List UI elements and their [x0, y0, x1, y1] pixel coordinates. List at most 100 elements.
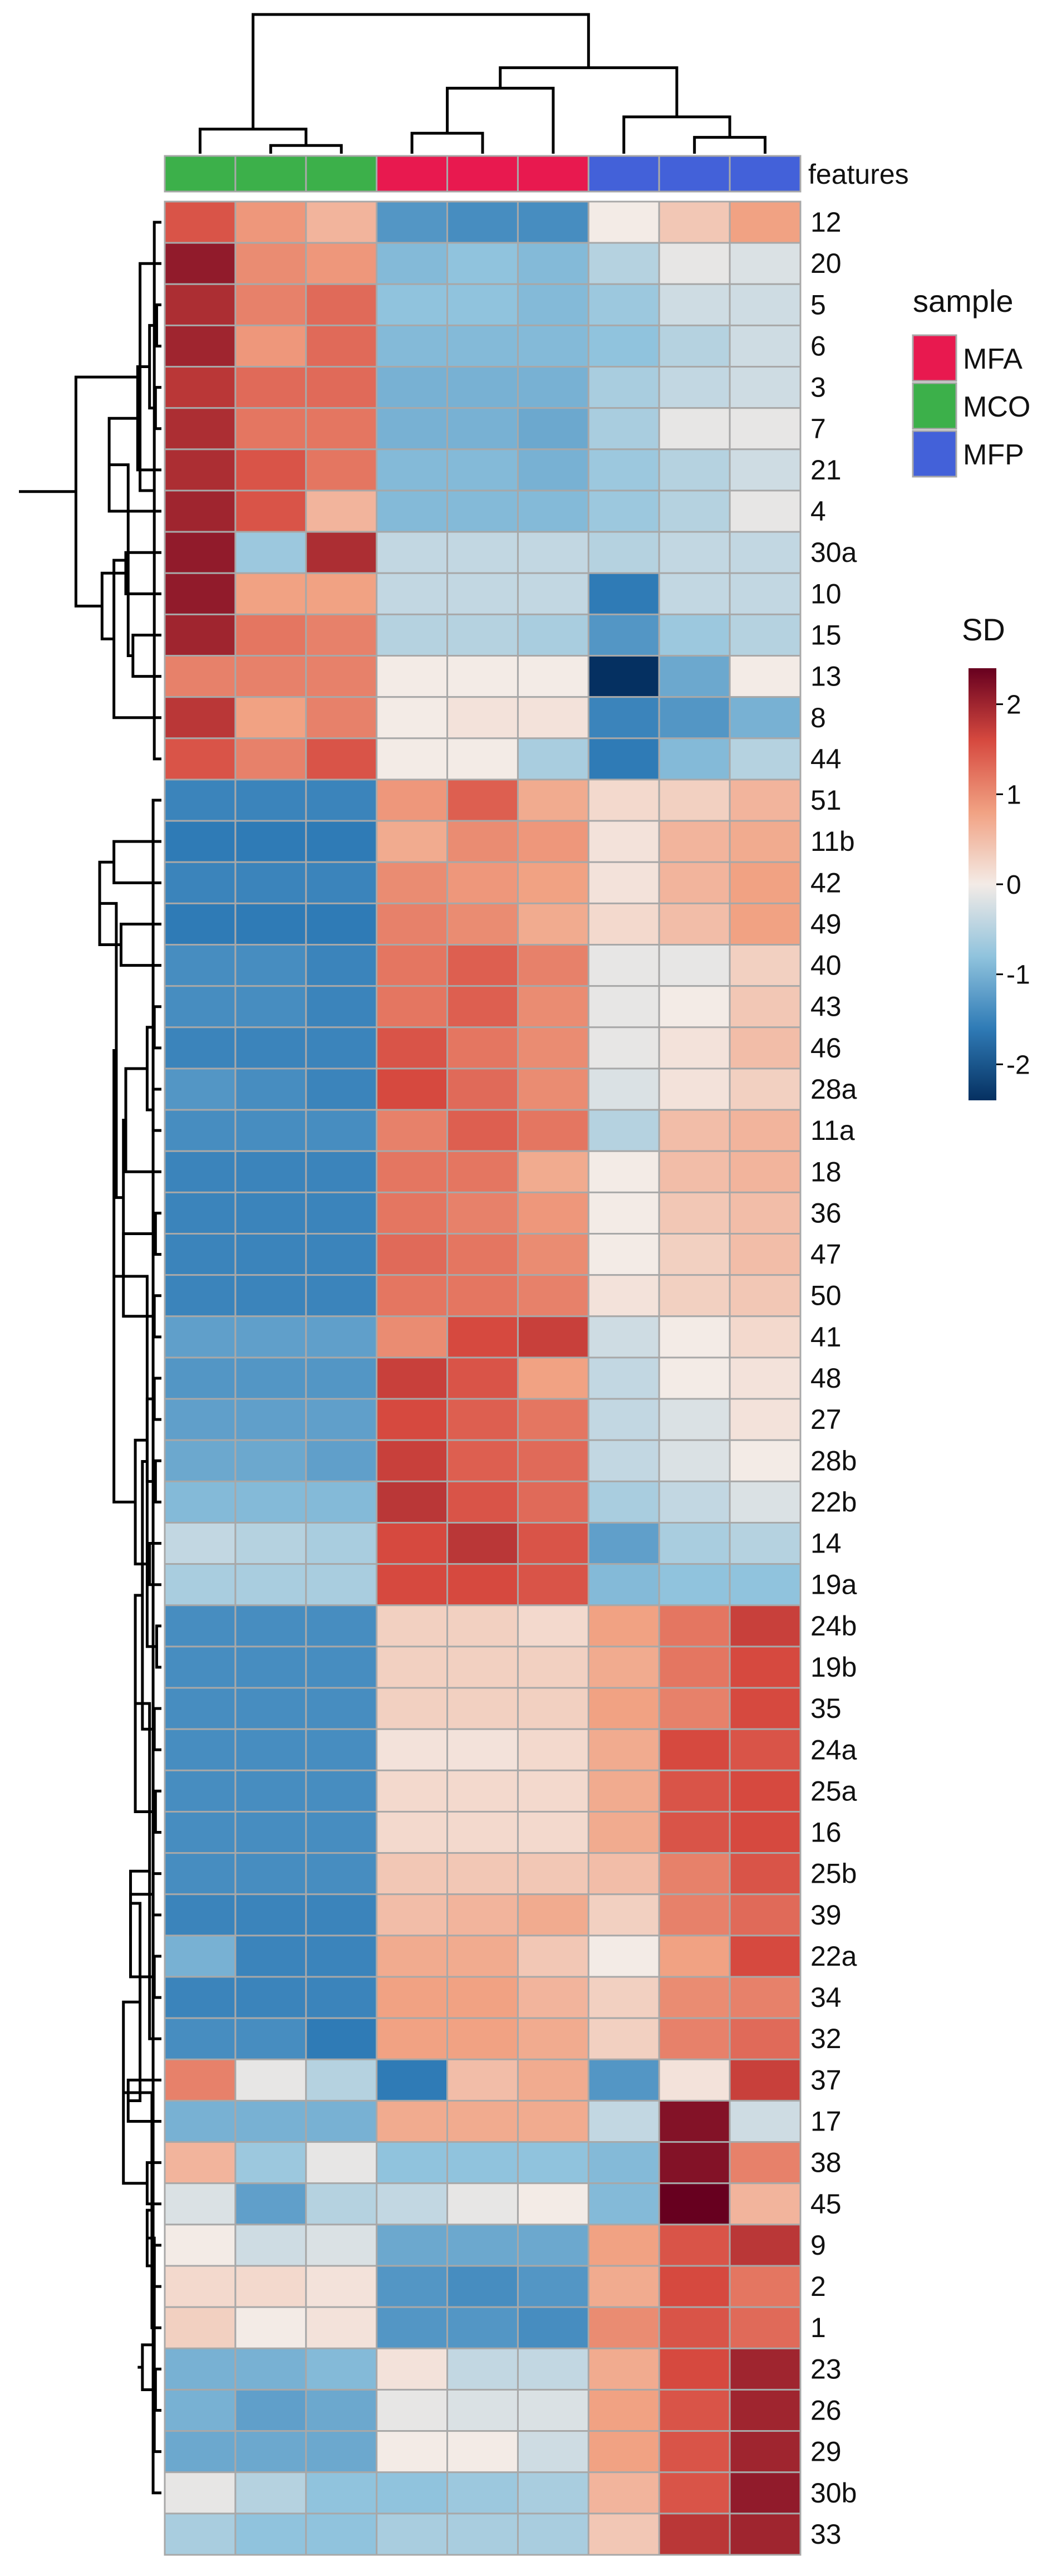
heatmap-cell	[587, 2265, 660, 2308]
heatmap-cell	[234, 2017, 307, 2060]
heatmap-cell	[234, 1398, 307, 1441]
heatmap-cell	[234, 902, 307, 946]
heatmap-cell	[517, 944, 589, 987]
heatmap-cell	[587, 2099, 660, 2143]
row-label: 41	[810, 1321, 842, 1353]
row-label: 5	[810, 289, 826, 320]
heatmap-cell	[164, 1521, 237, 1565]
heatmap-cell	[517, 1976, 589, 2019]
heatmap-cell	[164, 2430, 237, 2474]
heatmap-cell	[305, 861, 378, 904]
heatmap-cell	[164, 1852, 237, 1896]
heatmap-cell	[658, 944, 731, 987]
heatmap-cell	[587, 2306, 660, 2349]
heatmap-cell	[729, 1604, 802, 1648]
heatmap-cell	[164, 985, 237, 1029]
heatmap-cell	[376, 778, 449, 822]
heatmap-cell	[376, 655, 449, 698]
heatmap-cell	[234, 407, 307, 450]
row-dendrogram-link	[107, 417, 161, 513]
heatmap-cell	[376, 1810, 449, 1854]
heatmap-cell	[234, 820, 307, 863]
heatmap-cell	[234, 2141, 307, 2185]
row-label: 40	[810, 950, 842, 981]
heatmap-cell	[729, 1563, 802, 1607]
heatmap-cell	[305, 324, 378, 368]
row-label: 46	[810, 1032, 842, 1064]
heatmap-cell	[446, 2513, 519, 2556]
heatmap-cell	[376, 985, 449, 1029]
column-dendrogram-link	[252, 13, 590, 129]
heatmap-cell	[446, 1067, 519, 1111]
heatmap-cell	[376, 366, 449, 409]
heatmap-cell	[729, 242, 802, 285]
row-label: 18	[810, 1156, 842, 1187]
heatmap-cell	[234, 2513, 307, 2556]
heatmap-cell	[234, 324, 307, 368]
heatmap-cell	[164, 2265, 237, 2308]
heatmap-cell	[587, 1315, 660, 1359]
row-label: 22b	[810, 1486, 857, 1517]
heatmap-cell	[446, 242, 519, 285]
heatmap-cell	[164, 696, 237, 740]
heatmap-cell	[234, 1521, 307, 1565]
heatmap-cell	[446, 820, 519, 863]
heatmap-cell	[164, 1645, 237, 1689]
heatmap-cell	[164, 1398, 237, 1441]
heatmap-cell	[517, 1480, 589, 1524]
heatmap-cell	[164, 2099, 237, 2143]
heatmap-cell	[587, 1067, 660, 1111]
row-label: 22a	[810, 1941, 857, 1972]
heatmap-cell	[446, 1893, 519, 1937]
heatmap-cell	[305, 2513, 378, 2556]
heatmap-cell	[305, 489, 378, 533]
heatmap-cell	[376, 324, 449, 368]
heatmap-cell	[305, 366, 378, 409]
heatmap-cell	[587, 1398, 660, 1441]
heatmap-cell	[305, 1645, 378, 1689]
heatmap-cell	[376, 1315, 449, 1359]
heatmap-cell	[305, 1439, 378, 1482]
heatmap-cell	[658, 985, 731, 1029]
heatmap-cell	[587, 902, 660, 946]
heatmap-cell	[517, 2224, 589, 2267]
row-label: 34	[810, 1982, 842, 2013]
heatmap-cell	[587, 2182, 660, 2226]
heatmap-cell	[658, 2388, 731, 2432]
heatmap-cell	[517, 2388, 589, 2432]
heatmap-cell	[729, 1810, 802, 1854]
heatmap-cell	[587, 1769, 660, 1813]
heatmap-cell	[305, 778, 378, 822]
heatmap-cell	[305, 2430, 378, 2474]
row-dendrogram-link	[153, 1294, 161, 1339]
heatmap-cell	[729, 696, 802, 740]
heatmap-cell	[164, 1976, 237, 2019]
heatmap-cell	[658, 1687, 731, 1730]
heatmap-cell	[658, 2265, 731, 2308]
heatmap-cell	[729, 1893, 802, 1937]
heatmap-cell	[164, 2182, 237, 2226]
heatmap-cell	[164, 366, 237, 409]
heatmap-cell	[376, 2306, 449, 2349]
row-dendrogram-link	[151, 1088, 161, 1132]
heatmap-cell	[729, 2430, 802, 2474]
heatmap-cell	[658, 861, 731, 904]
heatmap-cell	[729, 778, 802, 822]
heatmap-cell	[446, 324, 519, 368]
heatmap-cell	[729, 985, 802, 1029]
heatmap-cell	[234, 2430, 307, 2474]
heatmap-cell	[164, 1810, 237, 1854]
heatmap-cell	[164, 1687, 237, 1730]
row-label: 35	[810, 1693, 842, 1724]
heatmap-cell	[164, 2141, 237, 2185]
heatmap-cell	[164, 1026, 237, 1070]
heatmap-cell	[446, 696, 519, 740]
heatmap-cell	[587, 1233, 660, 1276]
heatmap-cell	[234, 2347, 307, 2391]
heatmap-cell	[729, 1233, 802, 1276]
heatmap-cell	[234, 448, 307, 492]
row-dendrogram-link	[141, 2343, 156, 2391]
heatmap-cell	[587, 1893, 660, 1937]
heatmap-cell	[164, 1893, 237, 1937]
legend-label: MCO	[963, 391, 1030, 423]
